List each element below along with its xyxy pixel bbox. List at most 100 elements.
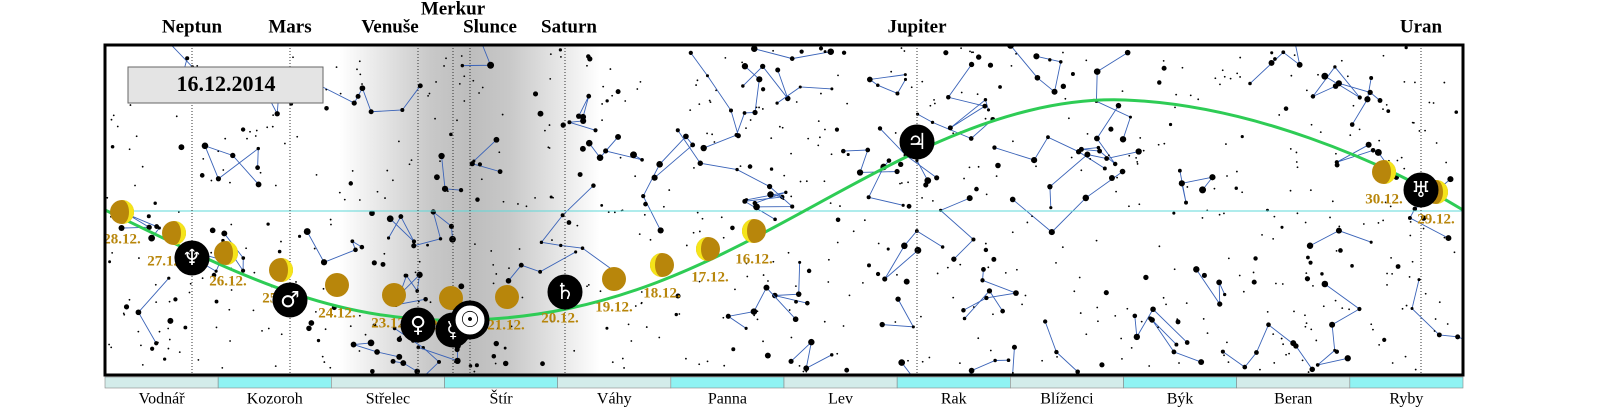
constellation-line [939,197,975,260]
constellation-line [394,328,440,375]
star [756,310,759,313]
star [823,320,826,323]
star [1084,151,1091,158]
star [1078,276,1081,279]
star [794,285,797,288]
star [984,117,987,120]
star [177,211,180,213]
star [982,103,988,109]
star [492,282,495,285]
star [685,357,687,360]
star [398,140,400,143]
moon [214,241,238,265]
constellation-band [670,376,785,389]
star [1242,290,1245,293]
star [756,76,763,83]
star [246,137,248,140]
star [641,193,646,199]
star [178,144,185,151]
star [1173,268,1176,271]
star [230,289,233,291]
star [903,77,908,82]
constellation-line [1044,321,1078,373]
star [491,354,497,359]
star [1420,215,1427,221]
star [211,272,217,278]
star [351,100,357,106]
star [1060,83,1067,89]
star [966,195,973,202]
star [1104,156,1110,161]
star [696,79,699,82]
star [890,70,893,73]
star [1334,162,1340,168]
star [1162,296,1165,299]
star [167,276,171,280]
star [1034,74,1041,81]
star [1124,49,1131,56]
star [460,63,465,68]
star [808,338,815,346]
star [349,325,352,328]
star [448,223,455,229]
planet-symbol: ♆ [182,246,202,271]
star [1229,77,1232,80]
star [709,101,712,104]
star [901,203,905,207]
star [1283,106,1289,111]
star [371,260,377,266]
star [930,120,935,125]
constellation-line [316,83,421,113]
star [1219,83,1221,86]
star [110,144,115,149]
star [1165,303,1167,306]
star [1206,332,1209,335]
star [1253,256,1258,261]
star [657,227,664,234]
star [745,262,748,265]
star [1240,135,1244,139]
star [411,243,417,249]
star [1307,371,1310,373]
star [805,370,808,373]
star [963,177,965,180]
star [241,256,246,260]
star [615,133,622,140]
star [323,361,326,363]
star [1011,371,1014,374]
star [894,168,900,175]
star [1178,362,1180,364]
star [839,205,841,207]
star [560,56,562,58]
star [1370,323,1373,326]
star [1424,292,1427,295]
star [894,132,897,134]
star [128,298,131,301]
star [734,133,739,137]
star [1400,156,1403,159]
star [1086,132,1089,135]
star [769,167,774,171]
star [1385,103,1388,106]
star [463,75,466,78]
moon-lit [1436,180,1448,204]
star [1403,80,1406,83]
star [368,109,374,115]
star [830,353,834,357]
star [111,251,114,254]
constellation-band [783,376,898,389]
moon-label: 28.12. [103,231,141,247]
star [1070,156,1073,159]
star [903,278,910,285]
star [907,359,909,362]
star [153,201,157,205]
star [1391,273,1394,275]
star [1389,205,1392,208]
star [386,169,389,172]
star [1133,333,1141,341]
star [624,100,627,102]
star [1026,221,1029,224]
star [502,360,509,367]
star [146,214,151,219]
star [983,98,988,102]
